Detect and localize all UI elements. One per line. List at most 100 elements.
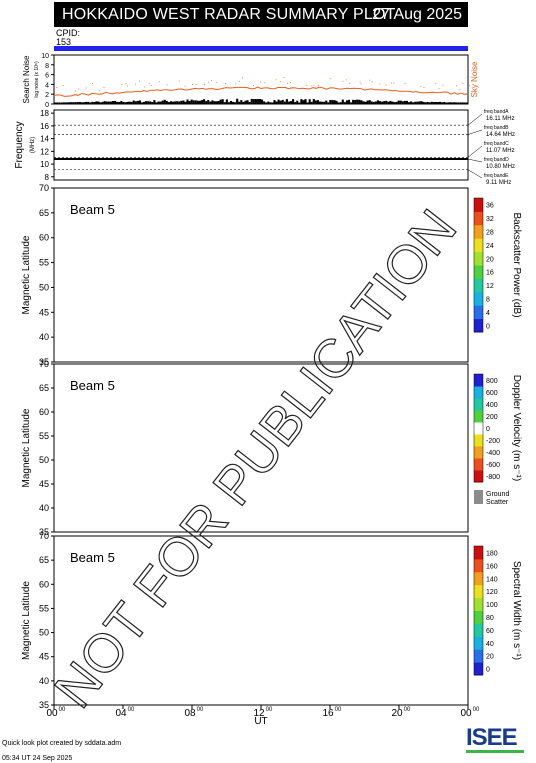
- noise-dot: [359, 81, 361, 83]
- noise-dot: [275, 79, 277, 81]
- noise-bar: [439, 101, 442, 104]
- noise-bar: [167, 102, 170, 104]
- noise-dot: [264, 82, 266, 84]
- noise-bar: [145, 101, 148, 104]
- noise-dot: [91, 83, 93, 85]
- noise-dot: [138, 80, 140, 82]
- colorbar-segment: [474, 198, 483, 212]
- noise-bar: [93, 101, 96, 104]
- noise-bar: [302, 100, 305, 104]
- noise-dot: [253, 84, 255, 86]
- noise-bar: [242, 101, 245, 104]
- colorbar-tick-label: -200: [486, 438, 500, 445]
- noise-dot: [455, 85, 457, 87]
- noise-bar: [333, 100, 336, 104]
- noise-bar: [225, 99, 228, 104]
- noise-tick-label: 2: [45, 92, 49, 99]
- noise-bar: [227, 102, 230, 104]
- noise-bar: [339, 102, 342, 104]
- noise-bar: [109, 101, 112, 104]
- noise-ylabel: Search Noise: [22, 55, 31, 104]
- noise-bar: [246, 100, 249, 104]
- noise-bar: [443, 101, 446, 104]
- noise-bar: [426, 101, 429, 104]
- noise-bar: [178, 101, 181, 104]
- noise-dot: [85, 87, 87, 89]
- noise-dot: [438, 88, 440, 90]
- noise-bar: [265, 102, 268, 104]
- noise-bar: [461, 102, 464, 104]
- colorbar-tick-label: 400: [486, 402, 498, 409]
- noise-bar: [194, 100, 197, 104]
- noise-bar: [64, 102, 67, 104]
- noise-bar: [223, 102, 226, 104]
- colorbar-segment: [474, 398, 483, 411]
- noise-bar: [267, 101, 270, 104]
- noise-bar: [118, 101, 121, 104]
- noise-bar: [434, 101, 437, 104]
- noise-bar: [263, 101, 266, 104]
- noise-dot: [125, 83, 127, 85]
- noise-bar: [174, 101, 177, 104]
- noise-bar: [308, 99, 311, 104]
- noise-dot: [420, 85, 422, 87]
- freq-band-value: 10.80 MHz: [486, 164, 515, 170]
- noise-bar: [449, 102, 452, 104]
- noise-dot: [216, 81, 218, 83]
- noise-bar: [441, 102, 444, 104]
- noise-tick-label: 10: [41, 53, 49, 60]
- noise-bar: [209, 101, 212, 104]
- data-panel-1: 35 40 45 50 55 60 65 70 Magnetic Latitude Beam 5 0…: [21, 183, 522, 367]
- noise-bar: [358, 99, 361, 104]
- noise-bar: [366, 100, 369, 104]
- noise-bar: [321, 101, 324, 104]
- freq-band-connector: [467, 158, 483, 163]
- colorbar-segment: [474, 422, 483, 435]
- freq-ylabel: Frequency: [14, 121, 25, 168]
- colorbar-segment: [474, 224, 483, 239]
- noise-bar: [151, 102, 154, 104]
- noise-bar: [389, 100, 392, 104]
- noise-dot: [287, 82, 289, 84]
- noise-bar: [238, 101, 241, 104]
- noise-bar: [279, 100, 282, 104]
- noise-bar: [91, 101, 94, 104]
- noise-bar: [314, 100, 317, 104]
- noise-bar: [337, 102, 340, 104]
- noise-bar: [101, 101, 104, 104]
- noise-bar: [58, 102, 61, 104]
- noise-bar: [281, 99, 284, 104]
- noise-bar: [261, 99, 264, 104]
- noise-bar: [323, 101, 326, 104]
- noise-bar: [163, 99, 166, 104]
- noise-bar: [327, 102, 330, 104]
- noise-bar: [455, 102, 458, 104]
- noise-bar: [271, 102, 274, 104]
- noise-bar: [116, 101, 119, 104]
- colorbar-tick-label: 32: [486, 216, 494, 223]
- lat-tick-label: 35: [39, 527, 49, 537]
- freq-tick-label: 18: [40, 109, 49, 118]
- noise-bar: [341, 99, 344, 104]
- colorbar-tick-label: -800: [486, 474, 500, 481]
- noise-bar: [296, 100, 299, 104]
- freq-band-value: 11.07 MHz: [486, 148, 515, 154]
- colorbar-segment: [474, 446, 483, 459]
- colorbar-segment: [474, 470, 483, 483]
- ground-scatter-label: Ground: [486, 491, 509, 498]
- sky-noise-line: [53, 86, 469, 97]
- noise-bar: [54, 102, 57, 104]
- noise-bar: [383, 101, 386, 104]
- noise-bar: [372, 101, 375, 104]
- noise-dot: [238, 80, 240, 82]
- noise-dot: [423, 87, 425, 89]
- noise-bar: [107, 101, 110, 104]
- noise-bar: [414, 101, 417, 104]
- noise-dot: [305, 84, 307, 86]
- noise-bar: [356, 99, 359, 104]
- noise-dot: [330, 78, 332, 80]
- colorbar-tick-label: 28: [486, 230, 494, 237]
- noise-dot: [348, 82, 350, 84]
- noise-dot: [126, 85, 128, 87]
